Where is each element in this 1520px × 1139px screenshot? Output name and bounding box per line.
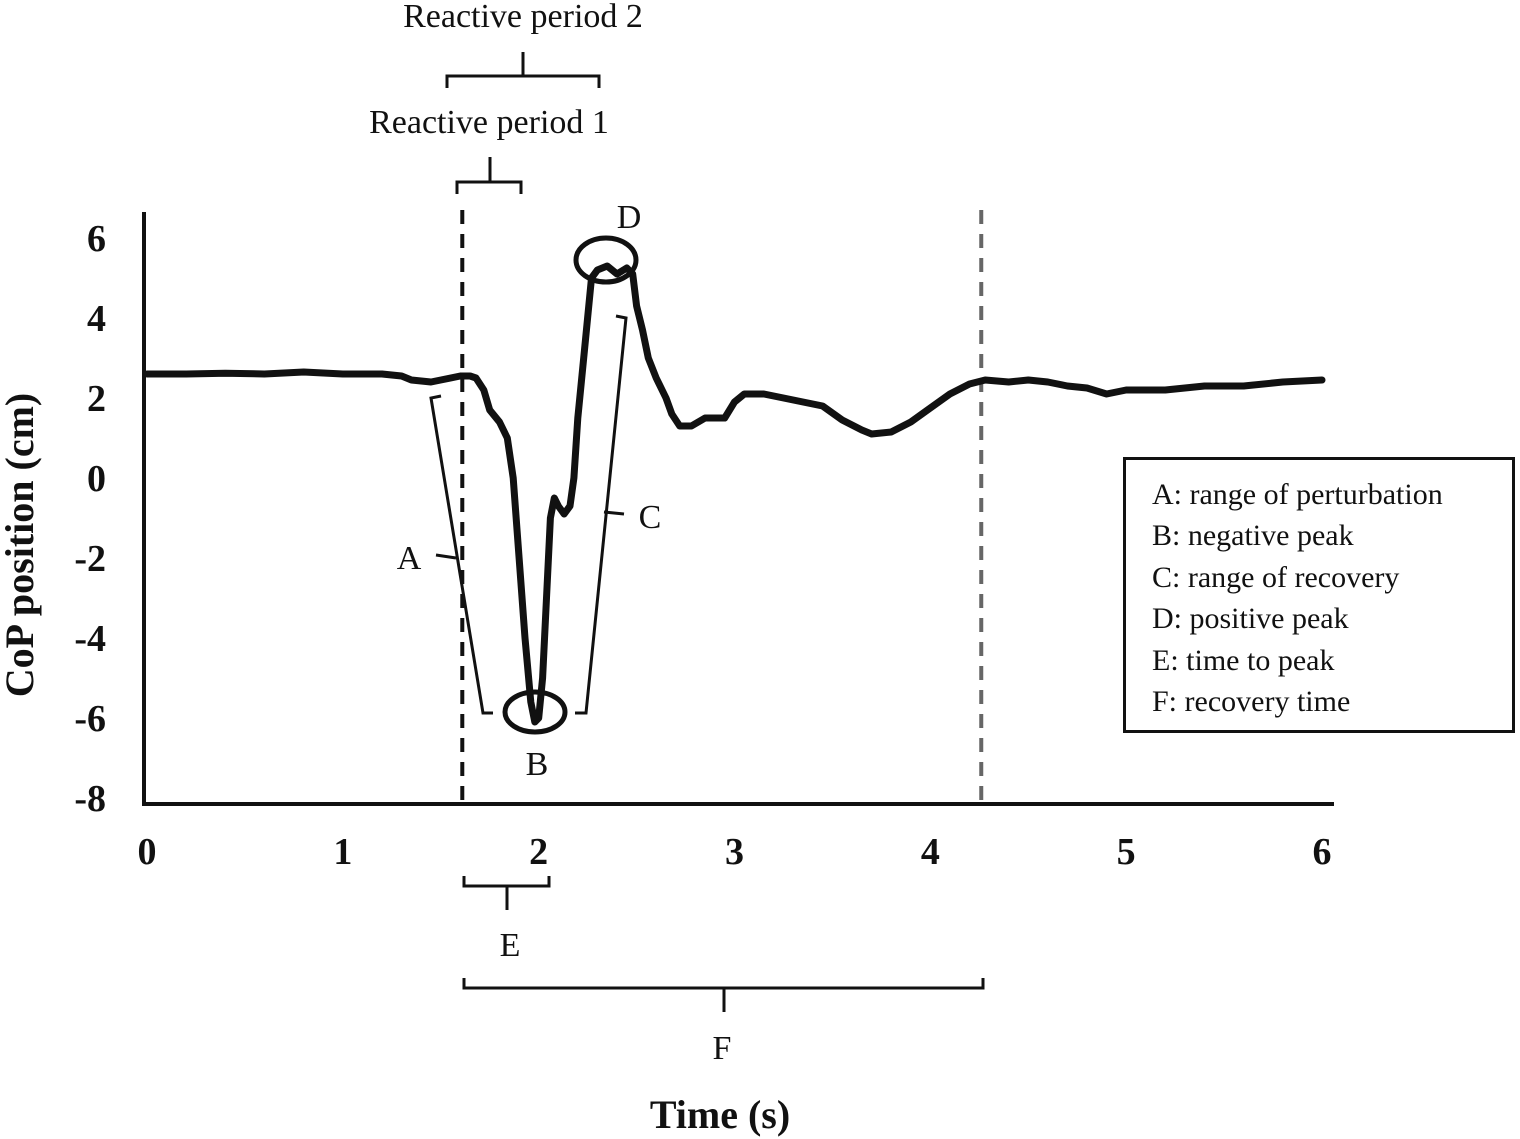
reactive-period-1-bracket	[455, 157, 523, 194]
range-perturbation-tick	[435, 553, 457, 560]
legend-item-e: E: time to peak	[1152, 643, 1335, 677]
reactive-period-2-label: Reactive period 2	[403, 0, 643, 35]
x-tick-label: 6	[1313, 831, 1332, 873]
annotation-c-label: C	[639, 499, 662, 536]
x-tick-label: 4	[921, 831, 940, 873]
annotation-b-label: B	[526, 746, 549, 783]
annotation-f-label: F	[713, 1030, 732, 1067]
reactive-period-1-label: Reactive period 1	[369, 104, 609, 141]
reactive-period-2-bracket	[445, 52, 601, 88]
y-tick-label: -8	[74, 778, 106, 820]
annotation-a-label: A	[397, 540, 422, 577]
range-recovery-tick	[603, 510, 625, 516]
legend-item-f: F: recovery time	[1152, 685, 1351, 719]
x-tick-label: 5	[1117, 831, 1136, 873]
time-to-peak-bracket	[462, 876, 551, 910]
series-line	[143, 262, 1326, 726]
y-tick-label: -4	[74, 618, 106, 660]
recovery-time-bracket	[462, 978, 985, 1012]
legend-item-a: A: range of perturbation	[1152, 478, 1443, 511]
legend-item-c: C: range of recovery	[1152, 560, 1400, 594]
reference-lines	[460, 210, 984, 804]
range-recovery-bracket	[575, 314, 628, 715]
y-tick-label: 6	[87, 218, 106, 260]
positive-peak-circle	[573, 235, 639, 285]
x-tick-label: 0	[138, 831, 157, 873]
legend-item-d: D: positive peak	[1152, 602, 1349, 636]
annotation-e-label: E	[500, 927, 521, 964]
x-tick-labels: 0 1 2 3 4 5 6	[138, 831, 1332, 873]
annotation-d-label: D	[617, 199, 642, 236]
x-tick-label: 3	[725, 831, 744, 873]
legend-item-b: B: negative peak	[1152, 519, 1354, 553]
negative-peak-circle	[502, 689, 568, 735]
y-axis-title: CoP position (cm)	[0, 393, 42, 697]
y-tick-label: 0	[87, 458, 106, 500]
range-perturbation-bracket	[429, 394, 493, 715]
y-tick-label: -2	[74, 538, 106, 580]
legend: A: range of perturbation B: negative pea…	[1123, 457, 1515, 733]
y-tick-label: 2	[87, 378, 106, 420]
y-tick-label: 4	[87, 298, 106, 340]
y-tick-label: -6	[74, 698, 106, 740]
x-tick-label: 2	[529, 831, 548, 873]
x-tick-label: 1	[333, 831, 352, 873]
series-group	[143, 262, 1326, 726]
y-tick-labels: 6 4 2 0 -2 -4 -6 -8	[74, 218, 106, 820]
x-axis-title: Time (s)	[650, 1092, 790, 1137]
